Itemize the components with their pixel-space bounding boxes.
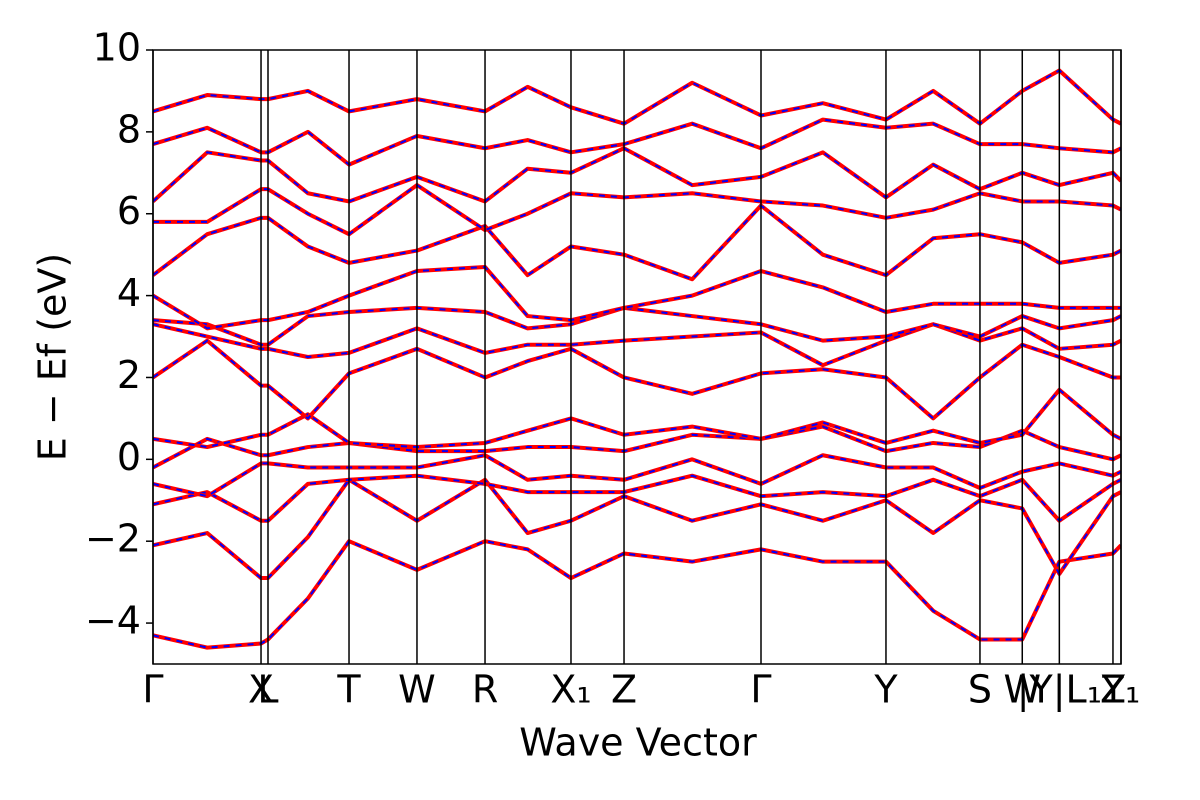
band-line xyxy=(153,338,1121,421)
band-line xyxy=(153,539,1121,650)
band-line xyxy=(153,117,1121,167)
y-tick-label: −2 xyxy=(85,517,141,561)
band-line xyxy=(153,264,1121,331)
band-line xyxy=(153,68,1121,126)
x-tick-label: W xyxy=(398,668,436,712)
band-overlay-line xyxy=(153,539,1121,649)
band-line xyxy=(153,203,1121,282)
x-axis-label: Wave Vector xyxy=(519,721,757,765)
y-tick-label: −4 xyxy=(85,599,141,643)
x-tick-label: S xyxy=(968,668,992,712)
band-line xyxy=(153,183,1121,237)
band-line xyxy=(153,322,1121,368)
x-tick-label: Γ xyxy=(750,668,771,712)
x-tick-label: L xyxy=(257,668,278,712)
band-overlay-line xyxy=(153,474,1121,523)
x-tick-label: Y xyxy=(873,668,898,712)
y-tick-label: 4 xyxy=(117,271,141,315)
y-tick-label: 6 xyxy=(117,189,141,233)
band-line xyxy=(153,473,1121,523)
x-tick-label: Γ xyxy=(142,668,163,712)
x-tick-label: Z xyxy=(1100,668,1126,712)
band-overlay-line xyxy=(153,265,1121,330)
band-overlay-line xyxy=(153,323,1121,367)
band-overlay-line xyxy=(153,204,1121,281)
band-line xyxy=(153,387,1121,450)
x-tick-label: Z xyxy=(611,668,637,712)
x-tick-label: R xyxy=(472,668,498,712)
x-tick-label: Y₁ xyxy=(1101,668,1140,712)
x-tick-label: W xyxy=(1003,668,1041,712)
plot-lines xyxy=(153,68,1121,650)
x-tick-label: X xyxy=(248,668,274,712)
x-tick-label: T xyxy=(336,668,361,712)
x-tick-label: |Y|L₁ xyxy=(1017,668,1102,713)
x-tick-label: X₁ xyxy=(550,668,591,712)
y-tick-label: 2 xyxy=(117,353,141,397)
y-tick-label: 0 xyxy=(117,435,141,479)
band-overlay-line xyxy=(153,306,1121,346)
y-tick-label: 10 xyxy=(93,26,141,70)
y-axis-label: E − Ef (eV) xyxy=(31,253,75,462)
y-tick-label: 8 xyxy=(117,107,141,151)
